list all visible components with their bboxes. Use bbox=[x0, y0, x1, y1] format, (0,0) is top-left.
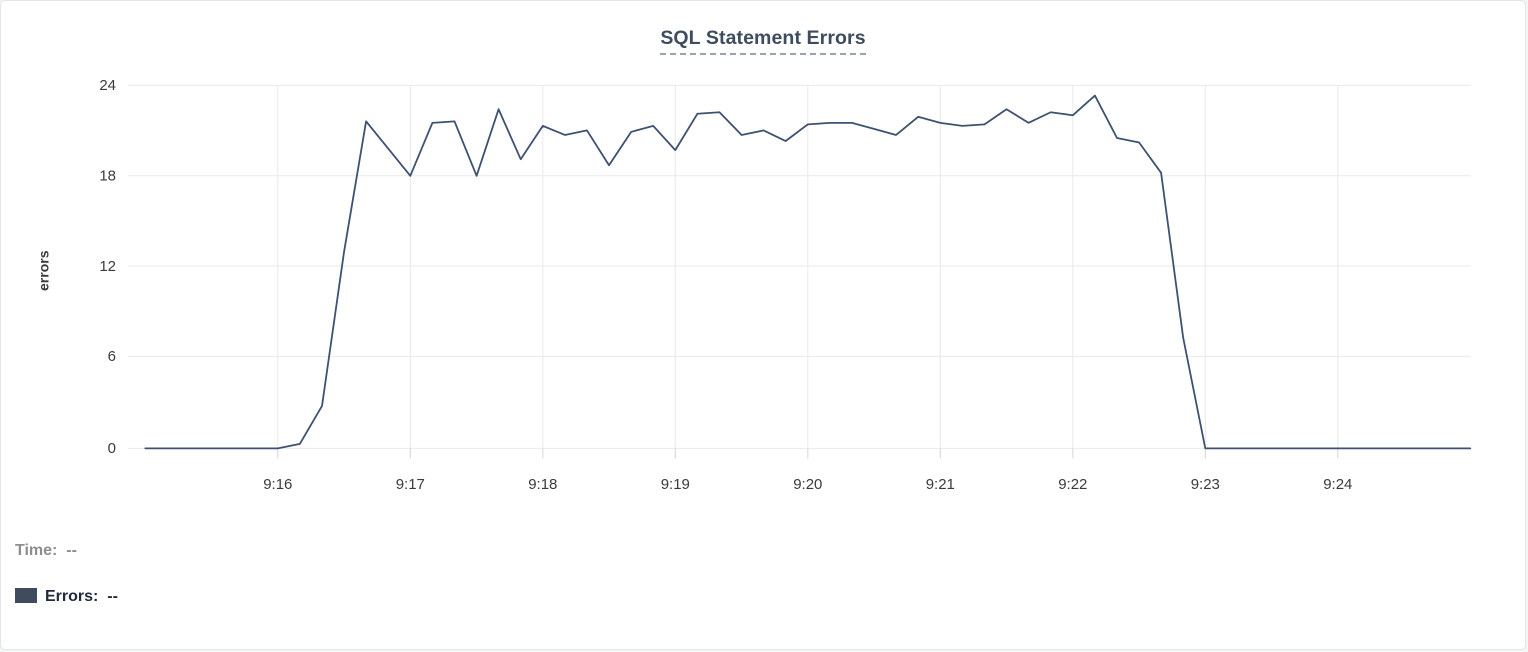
svg-text:9:23: 9:23 bbox=[1191, 476, 1220, 493]
svg-text:9:16: 9:16 bbox=[263, 476, 292, 493]
svg-text:9:18: 9:18 bbox=[528, 476, 557, 493]
svg-text:12: 12 bbox=[99, 258, 116, 275]
svg-text:18: 18 bbox=[99, 168, 116, 185]
svg-text:9:20: 9:20 bbox=[793, 476, 822, 493]
svg-text:9:22: 9:22 bbox=[1058, 476, 1087, 493]
svg-text:errors: errors bbox=[36, 250, 52, 291]
svg-text:9:19: 9:19 bbox=[661, 476, 690, 493]
svg-text:0: 0 bbox=[108, 440, 116, 457]
svg-text:9:17: 9:17 bbox=[396, 476, 425, 493]
svg-text:6: 6 bbox=[108, 348, 116, 365]
svg-text:9:21: 9:21 bbox=[926, 476, 955, 493]
svg-text:9:24: 9:24 bbox=[1323, 476, 1352, 493]
svg-text:24: 24 bbox=[99, 77, 116, 94]
